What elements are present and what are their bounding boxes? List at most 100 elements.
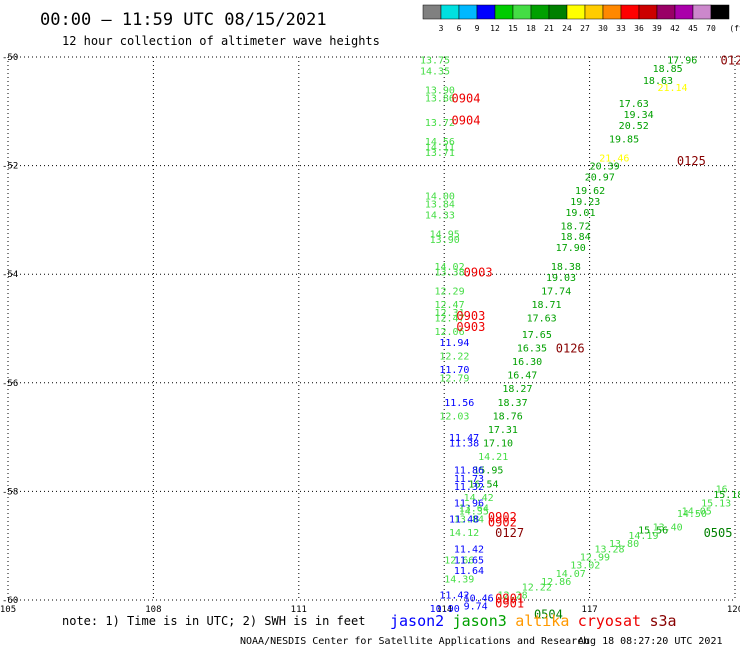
colorbar-label: 15 — [508, 24, 518, 33]
wave-height-label: 12.22 — [522, 582, 552, 593]
wave-height-label: 9.74 — [464, 601, 488, 612]
wave-height-label: 17.90 — [556, 243, 586, 254]
wave-height-label: 19.03 — [546, 273, 576, 284]
colorbar-swatch — [494, 4, 514, 20]
wave-height-label: 11.47 — [449, 433, 479, 444]
wave-height-label: 15.13 — [701, 498, 731, 509]
wave-height-label: 18.76 — [493, 411, 523, 422]
wave-height-label: 19.34 — [624, 110, 654, 121]
axes: 105 108 111 114 117 120 -50 -52 -54 -56 -58 -60 — [0, 53, 740, 615]
wave-height-label: 10.46 — [464, 593, 494, 604]
wave-height-label: 11.48 — [449, 515, 479, 526]
pass-number-label: 0126 — [556, 342, 585, 356]
wave-height-label: 12.86 — [541, 577, 571, 588]
wave-height-label: 12.31 — [435, 308, 465, 319]
wave-height-label: 12.79 — [439, 373, 469, 384]
colorbar-swatch — [674, 4, 694, 20]
wave-height-label: 14.39 — [444, 574, 474, 585]
colorbar-swatch — [710, 4, 730, 20]
pass-number-label: 0904 — [452, 113, 481, 127]
wave-height-label: 19.23 — [570, 197, 600, 208]
wave-height-label: 13.84 — [454, 515, 484, 526]
pass-number-label: 0504 — [534, 608, 563, 622]
wave-height-label: 14.19 — [628, 531, 658, 542]
chart-title: 00:00 – 11:59 UTC 08/15/2021 — [40, 10, 327, 30]
wave-height-label: 12.03 — [439, 411, 469, 422]
y-tick-label: -58 — [2, 487, 18, 497]
wave-height-label: 14.02 — [435, 262, 465, 273]
pass-number-label: 0904 — [452, 92, 481, 106]
wave-height-label: 16.35 — [517, 344, 547, 355]
colorbar-label: 70 — [706, 24, 716, 33]
chart-subtitle: 12 hour collection of altimeter wave hei… — [62, 34, 380, 48]
wave-height-label: 16.30 — [512, 357, 542, 368]
wave-height-label: 17.31 — [488, 425, 518, 436]
colorbar-swatch — [512, 4, 532, 20]
wave-height-label: 14.56 — [425, 137, 455, 148]
wave-height-label: 21.14 — [657, 83, 687, 94]
colorbar-label: 39 — [652, 24, 662, 33]
wave-height-label: 12.22 — [439, 352, 469, 363]
x-tick-label: 114 — [436, 605, 452, 615]
colorbar-label: 42 — [670, 24, 680, 33]
wave-height-label: 14.50 — [677, 509, 707, 520]
pass-number-label: 0127 — [495, 526, 524, 540]
wave-height-label: 13.75 — [420, 56, 450, 67]
pass-number-label: 0125 — [677, 154, 706, 168]
colorbar-label: 33 — [616, 24, 626, 33]
wave-height-label: 16.54 — [468, 479, 498, 490]
colorbar-label: (ft) — [729, 24, 740, 33]
wave-height-label: 11.56 — [444, 398, 474, 409]
colorbar-label: 21 — [544, 24, 554, 33]
wave-height-label: 13.64 — [459, 504, 489, 515]
wave-height-label: 19.01 — [565, 208, 595, 219]
satellite-legend-cryosat: cryosat — [578, 612, 641, 630]
wave-height-label: 13.86 — [425, 94, 455, 105]
wave-height-label: 13.80 — [609, 539, 639, 550]
colorbar-swatch — [692, 4, 712, 20]
wave-height-label: 14.05 — [682, 506, 712, 517]
colorbar-swatch — [548, 4, 568, 20]
wave-height-label: 18.63 — [643, 76, 673, 87]
wave-height-label: 13.71 — [425, 148, 455, 159]
y-tick-label: -50 — [2, 53, 18, 63]
satellite-legend-jason2: jason2 — [390, 612, 444, 630]
pass-labels: 0124090409040125090309030903012609020902… — [452, 54, 740, 622]
wave-height-label: 13.90 — [425, 86, 455, 97]
colorbar-swatch — [566, 4, 586, 20]
wave-height-label: 10.90 — [430, 604, 460, 615]
y-tick-label: -60 — [2, 596, 18, 606]
colorbar-swatch — [620, 4, 640, 20]
pass-number-label: 0903 — [456, 309, 485, 323]
wave-height-label: 13.90 — [430, 235, 460, 246]
colorbar-swatch — [458, 4, 478, 20]
x-tick-label: 120 — [727, 605, 740, 615]
wave-height-label: 13.02 — [570, 561, 600, 572]
pass-number-label: 0901 — [495, 597, 524, 611]
colorbar-label: 3 — [439, 24, 444, 33]
colorbar-swatch — [440, 4, 460, 20]
wave-height-label: 17.63 — [619, 99, 649, 110]
wave-height-label: 14.21 — [478, 452, 508, 463]
map-grid — [7, 56, 736, 601]
wave-height-label: 19.62 — [575, 186, 605, 197]
colorbar-label: 12 — [490, 24, 500, 33]
wave-height-points: 13.7514.3513.9013.8613.7214.5614.1113.71… — [420, 56, 740, 615]
wave-height-label: 11.42 — [454, 544, 484, 555]
colorbar-swatch — [530, 4, 550, 20]
wave-height-label: 12.06 — [435, 327, 465, 338]
colorbar-label: 36 — [634, 24, 644, 33]
y-tick-label: -52 — [2, 162, 18, 172]
footer-credit: NOAA/NESDIS Center for Satellite Applica… — [240, 636, 589, 647]
wave-height-label: 14.35 — [420, 67, 450, 78]
wave-height-label: 17.63 — [527, 314, 557, 325]
wave-height-label: 14.07 — [556, 569, 586, 580]
wave-height-label: 18.72 — [561, 221, 591, 232]
wave-height-label: 19.85 — [609, 134, 639, 145]
pass-number-label: 0903 — [456, 320, 485, 334]
wave-height-label: 14.42 — [464, 493, 494, 504]
colorbar-swatch — [602, 4, 622, 20]
y-tick-label: -54 — [2, 270, 18, 280]
wave-height-label: 11.70 — [439, 365, 469, 376]
